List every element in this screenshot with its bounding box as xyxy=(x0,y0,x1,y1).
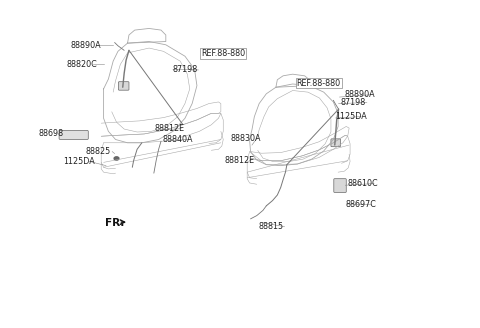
Text: REF.88-880: REF.88-880 xyxy=(297,78,341,88)
Text: 88820C: 88820C xyxy=(67,60,97,69)
Text: 88830A: 88830A xyxy=(230,134,261,143)
Text: 88815: 88815 xyxy=(258,222,283,231)
Text: REF.88-880: REF.88-880 xyxy=(201,49,245,58)
Text: 1125DA: 1125DA xyxy=(335,112,367,121)
Text: 88697C: 88697C xyxy=(345,200,376,209)
Text: 88890A: 88890A xyxy=(344,90,375,99)
Text: 1125DA: 1125DA xyxy=(63,157,95,166)
FancyBboxPatch shape xyxy=(334,179,346,193)
Text: 88610C: 88610C xyxy=(348,179,378,188)
Text: 87198: 87198 xyxy=(172,65,197,74)
Text: 88812E: 88812E xyxy=(155,124,185,133)
Text: 87198: 87198 xyxy=(340,98,366,107)
Text: FR.: FR. xyxy=(105,218,124,228)
FancyBboxPatch shape xyxy=(59,130,88,139)
FancyBboxPatch shape xyxy=(119,82,129,90)
Text: 88890A: 88890A xyxy=(70,41,101,50)
Text: 88825: 88825 xyxy=(86,147,111,156)
Text: 88698: 88698 xyxy=(38,129,63,138)
Text: 88812E: 88812E xyxy=(225,155,255,165)
FancyBboxPatch shape xyxy=(331,139,340,147)
Circle shape xyxy=(114,157,119,160)
Text: 88840A: 88840A xyxy=(162,135,193,144)
